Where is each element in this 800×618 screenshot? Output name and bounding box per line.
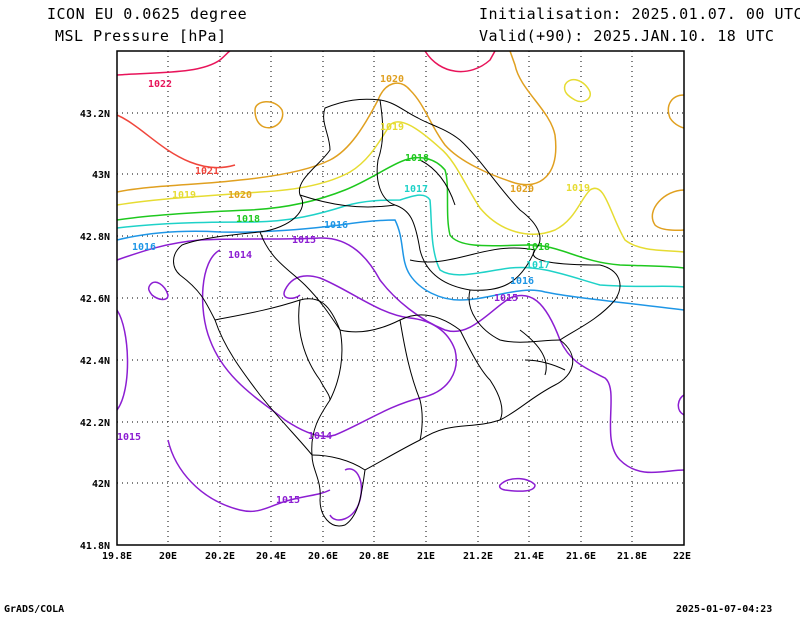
label-1019-a: 1019 — [380, 122, 404, 133]
lon-label: 20.6E — [308, 551, 338, 562]
isobar-1020-ring — [254, 101, 284, 129]
label-1020-b: 1020 — [228, 190, 252, 201]
field-title: MSL Pressure [hPa] — [55, 27, 227, 45]
isobar-1020-se — [651, 189, 684, 232]
isobar-1015-w — [117, 309, 129, 411]
isobar-1015-loop — [147, 281, 169, 301]
lon-label: 20.4E — [256, 551, 286, 562]
isobar-1015-se — [677, 394, 684, 416]
label-1015-c: 1015 — [117, 432, 141, 443]
label-1014-a: 1014 — [228, 250, 252, 261]
isobar-1016 — [117, 219, 684, 311]
longitude-labels: 19.8E 20E 20.2E 20.4E 20.6E 20.8E 21E 21… — [102, 551, 691, 562]
label-1016-c: 1016 — [510, 276, 534, 287]
label-1017-a: 1017 — [404, 184, 428, 195]
label-1018-b: 1018 — [236, 214, 260, 225]
lat-label: 41.8N — [80, 541, 110, 552]
label-1020-c: 1020 — [510, 184, 534, 195]
label-1015-d: 1015 — [276, 495, 300, 506]
lon-label: 22E — [673, 551, 691, 562]
isobar-1014 — [201, 249, 457, 437]
isobar-1015-n — [117, 237, 684, 474]
lat-label: 42.8N — [80, 232, 110, 243]
lon-label: 21E — [417, 551, 435, 562]
label-1019-c: 1019 — [566, 183, 590, 194]
model-title: ICON EU 0.0625 degree — [47, 5, 248, 23]
label-1015-b: 1015 — [494, 293, 518, 304]
isobar-1015-s — [167, 439, 331, 512]
valid-time: Valid(+90): 2025.JAN.10. 18 UTC — [479, 27, 775, 45]
isobar-1018 — [117, 157, 684, 269]
lon-label: 20.2E — [205, 551, 235, 562]
lat-label: 42.2N — [80, 418, 110, 429]
label-1022: 1022 — [148, 79, 172, 90]
lon-label: 20E — [159, 551, 177, 562]
isobar-1022 — [117, 51, 231, 76]
lat-label: 42.6N — [80, 294, 110, 305]
lon-label: 19.8E — [102, 551, 132, 562]
init-time: Initialisation: 2025.01.07. 00 UTC — [479, 5, 800, 23]
label-1016-a: 1016 — [132, 242, 156, 253]
label-1016-b: 1016 — [324, 220, 348, 231]
isobar-1017 — [117, 194, 684, 288]
isobar-1020-ring2 — [563, 78, 591, 103]
lat-label: 42N — [92, 479, 110, 490]
isobar-1014-b — [329, 468, 362, 521]
label-1021: 1021 — [195, 166, 219, 177]
label-1018-c: 1018 — [526, 242, 550, 253]
lon-label: 21.2E — [463, 551, 493, 562]
lat-label: 43N — [92, 170, 110, 181]
isobar-1019 — [117, 121, 684, 253]
footer-timestamp: 2025-01-07-04:23 — [676, 604, 773, 615]
footer-software: GrADS/COLA — [4, 604, 65, 615]
label-1017-b: 1017 — [526, 260, 550, 271]
lon-label: 21.8E — [617, 551, 647, 562]
plot-frame — [116, 50, 685, 546]
isobar-1021 — [117, 114, 236, 169]
lat-label: 43.2N — [80, 109, 110, 120]
label-1018-a: 1018 — [405, 153, 429, 164]
label-1014-b: 1014 — [308, 431, 332, 442]
label-1020-a: 1020 — [380, 74, 404, 85]
lat-label: 42.4N — [80, 356, 110, 367]
isobar-1020-e — [667, 94, 684, 129]
lon-label: 21.6E — [566, 551, 596, 562]
contour-labels: 1022 1021 1020 1020 1020 1019 1019 1019 … — [117, 74, 590, 506]
label-1019-b: 1019 — [172, 190, 196, 201]
latitude-labels: 43.2N 43N 42.8N 42.6N 42.4N 42.2N 42N 41… — [80, 109, 110, 552]
lon-label: 21.4E — [514, 551, 544, 562]
lon-label: 20.8E — [359, 551, 389, 562]
admin-borders — [173, 98, 621, 527]
label-1015-a: 1015 — [292, 235, 316, 246]
isobar-1022-b — [424, 51, 496, 73]
isobar-1020-w — [117, 51, 557, 193]
isobar-1015-small — [498, 477, 536, 492]
